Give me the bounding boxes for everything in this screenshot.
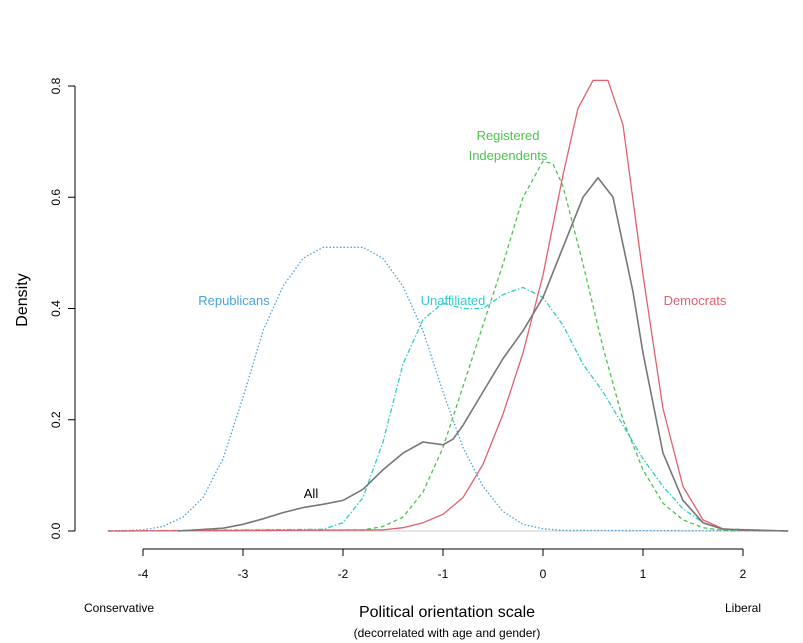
x-end-label-right: Liberal — [725, 601, 761, 615]
x-tick-label: -1 — [438, 567, 449, 581]
plot-area — [107, 79, 789, 532]
series-label-registered-independents-line-1: Registered — [477, 128, 540, 143]
y-tick-label: 0.0 — [49, 522, 63, 539]
y-tick-label: 0.6 — [49, 189, 63, 206]
x-tick-label: -4 — [138, 567, 149, 581]
y-tick-label: 0.4 — [49, 300, 63, 317]
series-labels: Republicans Unaffiliated Registered Indepen… — [198, 128, 727, 501]
series-line-democrats — [107, 79, 789, 532]
x-end-label-left: Conservative — [84, 601, 154, 615]
x-axis-label: Political orientation scale — [359, 604, 535, 621]
series-label-registered-independents-line-2: Independents — [469, 148, 548, 163]
series-line-all — [177, 177, 789, 532]
y-axis-label: Density — [14, 273, 31, 326]
series-line-registered-independents — [107, 160, 789, 532]
series-line-unaffiliated — [107, 286, 789, 532]
series-layer — [107, 79, 789, 532]
series-label-all: All — [304, 486, 319, 501]
x-tick-label: -2 — [338, 567, 349, 581]
x-tick-label: 2 — [740, 567, 747, 581]
x-axis-sublabel: (decorrelated with age and gender) — [354, 626, 541, 640]
y-tick-label: 0.2 — [49, 411, 63, 428]
series-label-republicans: Republicans — [198, 293, 270, 308]
y-tick-label: 0.8 — [49, 77, 63, 94]
x-tick-label: 1 — [640, 567, 647, 581]
x-tick-label: 0 — [540, 567, 547, 581]
series-label-democrats: Democrats — [664, 293, 727, 308]
y-axis: 0.0 0.2 0.4 0.6 0.8 — [49, 77, 76, 539]
series-label-unaffiliated: Unaffiliated — [421, 293, 486, 308]
x-ticks: -4 -3 -2 -1 0 1 2 — [138, 549, 747, 581]
y-ticks: 0.0 0.2 0.4 0.6 0.8 — [49, 77, 75, 539]
series-line-republicans — [107, 246, 789, 532]
x-tick-label: -3 — [238, 567, 249, 581]
x-axis: -4 -3 -2 -1 0 1 2 — [138, 548, 747, 581]
